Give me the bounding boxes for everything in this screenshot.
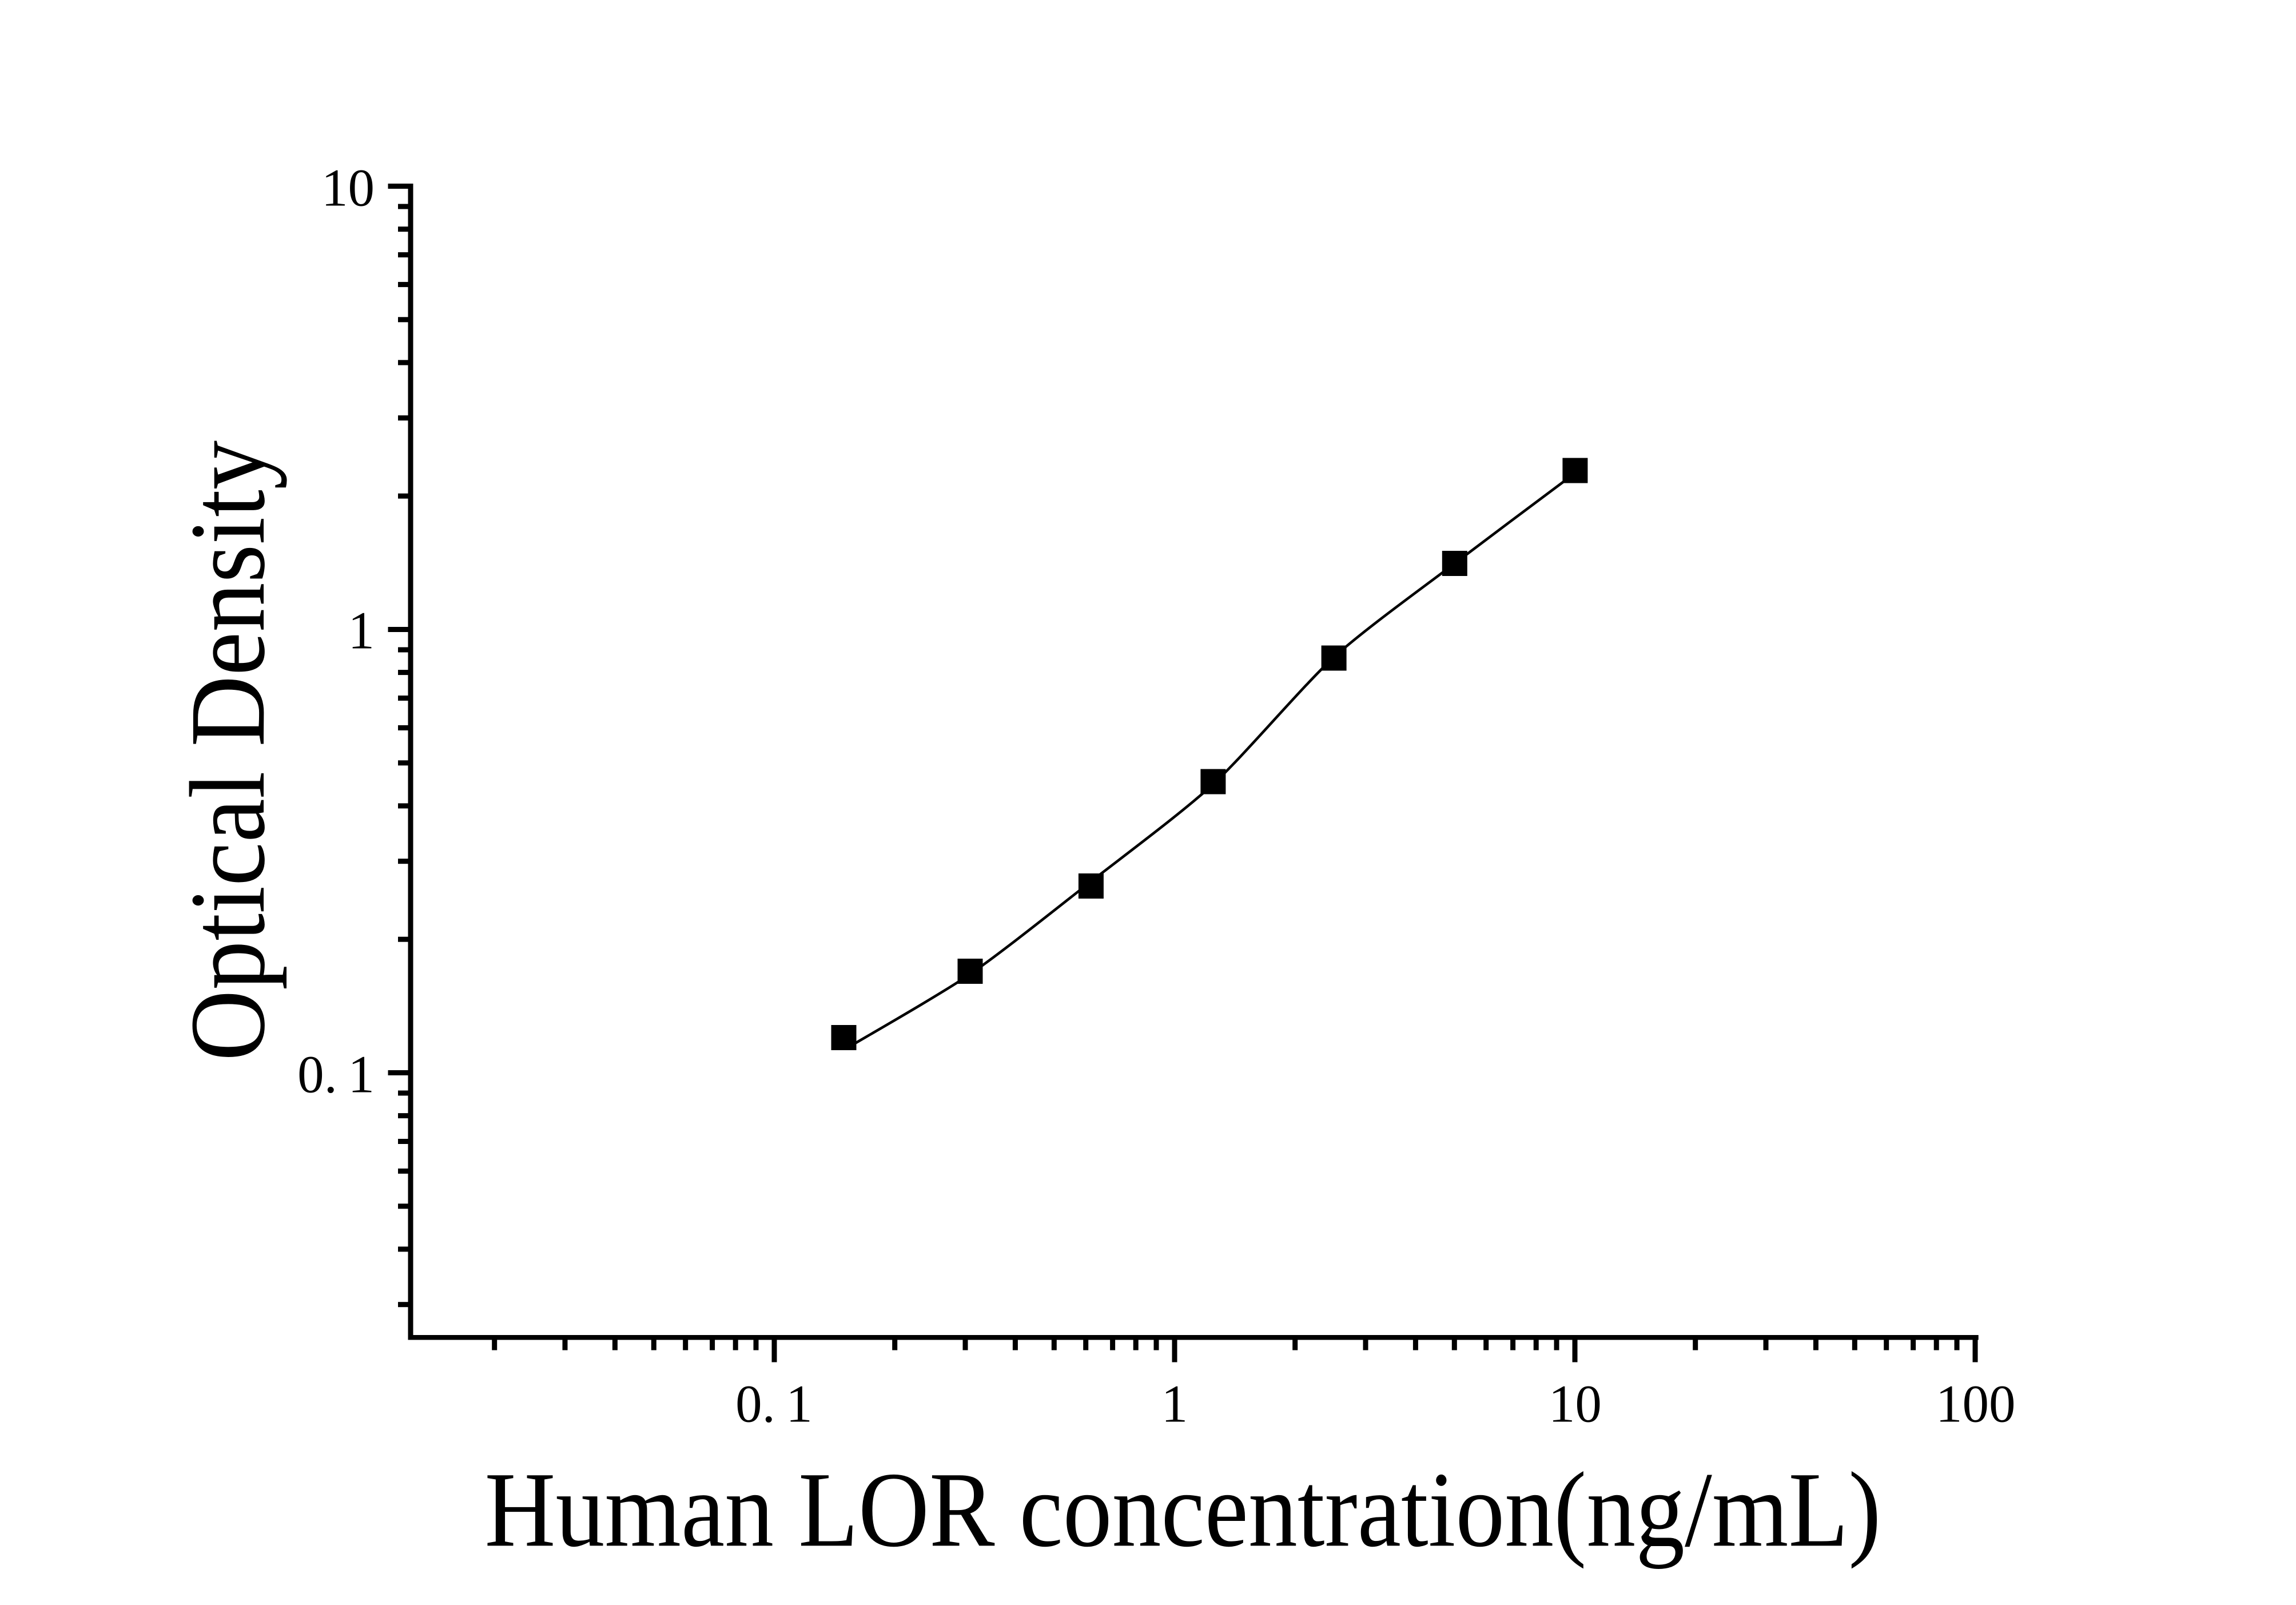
svg-text:10: 10 — [321, 159, 375, 218]
svg-text:0. 1: 0. 1 — [735, 1375, 813, 1434]
svg-text:10: 10 — [1549, 1375, 1602, 1434]
svg-text:Optical Density: Optical Density — [168, 440, 287, 1061]
svg-text:1: 1 — [1161, 1375, 1188, 1434]
svg-text:0. 1: 0. 1 — [297, 1046, 375, 1105]
svg-text:100: 100 — [1936, 1375, 2016, 1434]
svg-text:Human LOR concentration(ng/mL): Human LOR concentration(ng/mL) — [485, 1449, 1881, 1569]
svg-text:1: 1 — [348, 602, 375, 661]
